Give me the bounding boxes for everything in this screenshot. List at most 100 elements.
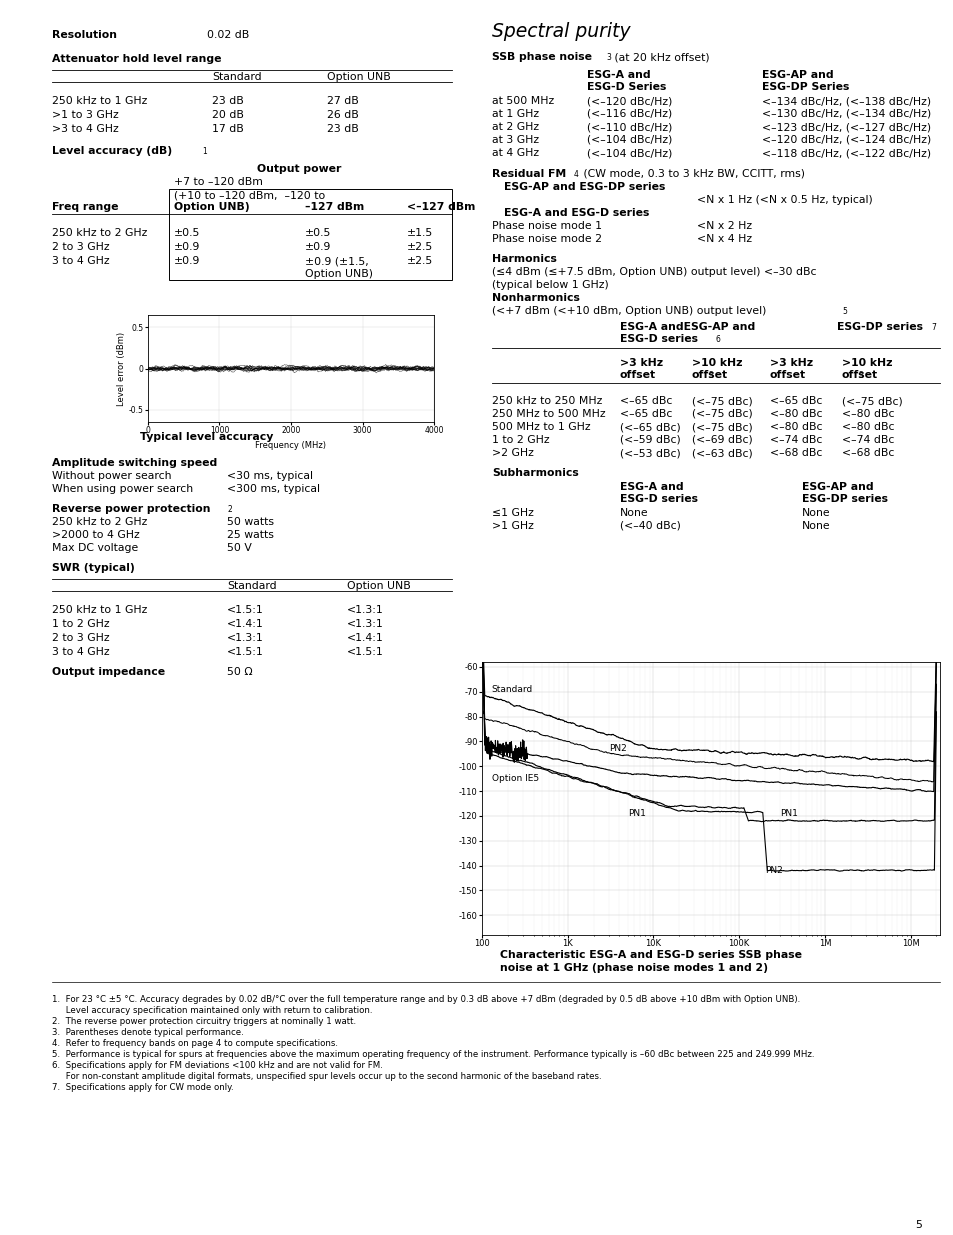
Text: Standard: Standard bbox=[491, 684, 533, 694]
Text: at 4 GHz: at 4 GHz bbox=[492, 148, 538, 158]
Text: Phase noise mode 2: Phase noise mode 2 bbox=[492, 233, 601, 245]
Text: <N x 1 Hz (<N x 0.5 Hz, typical): <N x 1 Hz (<N x 0.5 Hz, typical) bbox=[697, 195, 872, 205]
Text: 3.  Parentheses denote typical performance.: 3. Parentheses denote typical performanc… bbox=[52, 1028, 244, 1037]
Text: None: None bbox=[619, 508, 648, 517]
Text: 2 to 3 GHz: 2 to 3 GHz bbox=[52, 634, 110, 643]
Text: ≤1 GHz: ≤1 GHz bbox=[492, 508, 534, 517]
Text: (<–63 dBc): (<–63 dBc) bbox=[691, 448, 752, 458]
Text: ±2.5: ±2.5 bbox=[407, 242, 433, 252]
Text: 3: 3 bbox=[857, 370, 862, 380]
Text: 6.  Specifications apply for FM deviations <100 kHz and are not valid for FM.: 6. Specifications apply for FM deviation… bbox=[52, 1061, 382, 1070]
Text: ±0.5: ±0.5 bbox=[305, 228, 331, 238]
Text: noise at 1 GHz (phase noise modes 1 and 2): noise at 1 GHz (phase noise modes 1 and … bbox=[499, 963, 767, 973]
Text: ±1.5: ±1.5 bbox=[407, 228, 433, 238]
Text: <1.5:1: <1.5:1 bbox=[227, 647, 263, 657]
Text: (<–65 dBc): (<–65 dBc) bbox=[619, 422, 680, 432]
Text: at 500 MHz: at 500 MHz bbox=[492, 96, 554, 106]
Text: Option UNB): Option UNB) bbox=[305, 269, 373, 279]
Text: >3 kHz: >3 kHz bbox=[769, 358, 812, 368]
Text: <–68 dBc: <–68 dBc bbox=[769, 448, 821, 458]
Text: 250 kHz to 250 MHz: 250 kHz to 250 MHz bbox=[492, 396, 601, 406]
Text: 4.  Refer to frequency bands on page 4 to compute specifications.: 4. Refer to frequency bands on page 4 to… bbox=[52, 1039, 337, 1049]
Text: 23 dB: 23 dB bbox=[212, 96, 244, 106]
Text: <–80 dBc: <–80 dBc bbox=[769, 409, 821, 419]
Text: at 2 GHz: at 2 GHz bbox=[492, 122, 538, 132]
Text: +7 to –120 dBm: +7 to –120 dBm bbox=[173, 177, 263, 186]
Text: Reverse power protection: Reverse power protection bbox=[52, 504, 211, 514]
Text: For non-constant amplitude digital formats, unspecified spur levels occur up to : For non-constant amplitude digital forma… bbox=[52, 1072, 601, 1081]
Text: <–65 dBc: <–65 dBc bbox=[619, 396, 672, 406]
Text: (<–40 dBc): (<–40 dBc) bbox=[619, 521, 680, 531]
Text: (<–75 dBc): (<–75 dBc) bbox=[691, 396, 752, 406]
Y-axis label: Level error (dBm): Level error (dBm) bbox=[117, 331, 126, 405]
Text: offset: offset bbox=[841, 370, 877, 380]
Text: 50 watts: 50 watts bbox=[227, 517, 274, 527]
Text: Level accuracy (dB): Level accuracy (dB) bbox=[52, 146, 172, 156]
Text: >1 GHz: >1 GHz bbox=[492, 521, 534, 531]
Text: 1.  For 23 °C ±5 °C. Accuracy degrades by 0.02 dB/°C over the full temperature r: 1. For 23 °C ±5 °C. Accuracy degrades by… bbox=[52, 995, 800, 1004]
Text: >2000 to 4 GHz: >2000 to 4 GHz bbox=[52, 530, 139, 540]
Text: (≤4 dBm (≤+7.5 dBm, Option UNB) output level) <–30 dBc: (≤4 dBm (≤+7.5 dBm, Option UNB) output l… bbox=[492, 267, 816, 277]
Text: 250 MHz to 500 MHz: 250 MHz to 500 MHz bbox=[492, 409, 605, 419]
Text: (<–53 dBc): (<–53 dBc) bbox=[619, 448, 680, 458]
Text: ESG-DP Series: ESG-DP Series bbox=[761, 82, 848, 91]
Text: ±2.5: ±2.5 bbox=[407, 256, 433, 266]
Text: Typical level accuracy: Typical level accuracy bbox=[140, 432, 274, 442]
Text: <1.4:1: <1.4:1 bbox=[347, 634, 383, 643]
Text: 27 dB: 27 dB bbox=[327, 96, 358, 106]
Text: <1.3:1: <1.3:1 bbox=[347, 605, 383, 615]
Text: (CW mode, 0.3 to 3 kHz BW, CCITT, rms): (CW mode, 0.3 to 3 kHz BW, CCITT, rms) bbox=[579, 169, 804, 179]
Text: <–74 dBc: <–74 dBc bbox=[769, 435, 821, 445]
Text: 1 to 2 GHz: 1 to 2 GHz bbox=[52, 619, 110, 629]
Text: 7: 7 bbox=[930, 324, 935, 332]
Text: ±0.5: ±0.5 bbox=[173, 228, 200, 238]
Text: Subharmonics: Subharmonics bbox=[492, 468, 578, 478]
Text: 3 to 4 GHz: 3 to 4 GHz bbox=[52, 647, 110, 657]
Text: <1.3:1: <1.3:1 bbox=[227, 634, 263, 643]
Text: Output power: Output power bbox=[256, 164, 341, 174]
Text: –127 dBm: –127 dBm bbox=[305, 203, 364, 212]
Text: 20 dB: 20 dB bbox=[212, 110, 244, 120]
Text: ESG-D series: ESG-D series bbox=[619, 333, 698, 345]
Text: >10 kHz: >10 kHz bbox=[691, 358, 741, 368]
Text: >1 to 3 GHz: >1 to 3 GHz bbox=[52, 110, 118, 120]
Text: 5: 5 bbox=[914, 1220, 921, 1230]
Text: SSB phase noise: SSB phase noise bbox=[492, 52, 592, 62]
Text: 2: 2 bbox=[228, 505, 233, 514]
Text: PN2: PN2 bbox=[608, 745, 626, 753]
Text: ESG-AP and ESG-DP series: ESG-AP and ESG-DP series bbox=[503, 182, 664, 191]
Text: Resolution: Resolution bbox=[52, 30, 117, 40]
Text: ±0.9 (±1.5,: ±0.9 (±1.5, bbox=[305, 256, 369, 266]
Text: Standard: Standard bbox=[227, 580, 276, 592]
Text: None: None bbox=[801, 508, 830, 517]
Text: ESG-A and ESG-D series: ESG-A and ESG-D series bbox=[503, 207, 649, 219]
Text: Level accuracy specification maintained only with return to calibration.: Level accuracy specification maintained … bbox=[52, 1007, 372, 1015]
Text: Characteristic ESG-A and ESG-D series SSB phase: Characteristic ESG-A and ESG-D series SS… bbox=[499, 950, 801, 960]
Text: 5.  Performance is typical for spurs at frequencies above the maximum operating : 5. Performance is typical for spurs at f… bbox=[52, 1050, 814, 1058]
Text: (at 20 kHz offset): (at 20 kHz offset) bbox=[610, 52, 709, 62]
Text: <–65 dBc: <–65 dBc bbox=[769, 396, 821, 406]
Text: SWR (typical): SWR (typical) bbox=[52, 563, 134, 573]
Text: ±0.9: ±0.9 bbox=[173, 256, 200, 266]
Text: ESG-D Series: ESG-D Series bbox=[586, 82, 666, 91]
Text: (<–120 dBc/Hz): (<–120 dBc/Hz) bbox=[586, 96, 672, 106]
Text: 25 watts: 25 watts bbox=[227, 530, 274, 540]
Text: None: None bbox=[801, 521, 830, 531]
Text: ESG-A andESG-AP and: ESG-A andESG-AP and bbox=[619, 322, 755, 332]
Text: (<–104 dBc/Hz): (<–104 dBc/Hz) bbox=[586, 148, 672, 158]
Text: 1 to 2 GHz: 1 to 2 GHz bbox=[492, 435, 549, 445]
Text: Option UNB: Option UNB bbox=[327, 72, 391, 82]
Text: >10 kHz: >10 kHz bbox=[841, 358, 892, 368]
Text: Option UNB: Option UNB bbox=[347, 580, 411, 592]
Text: Spectral purity: Spectral purity bbox=[492, 22, 630, 41]
Text: ±0.9: ±0.9 bbox=[305, 242, 331, 252]
Text: <30 ms, typical: <30 ms, typical bbox=[227, 471, 313, 480]
Text: 3 to 4 GHz: 3 to 4 GHz bbox=[52, 256, 110, 266]
Text: PN1: PN1 bbox=[780, 809, 797, 818]
Text: (<–59 dBc): (<–59 dBc) bbox=[619, 435, 680, 445]
Text: (<–69 dBc): (<–69 dBc) bbox=[691, 435, 752, 445]
Text: Residual FM: Residual FM bbox=[492, 169, 566, 179]
Text: ESG-AP and: ESG-AP and bbox=[801, 482, 873, 492]
Text: 250 kHz to 1 GHz: 250 kHz to 1 GHz bbox=[52, 605, 147, 615]
Text: >3 kHz: >3 kHz bbox=[619, 358, 662, 368]
